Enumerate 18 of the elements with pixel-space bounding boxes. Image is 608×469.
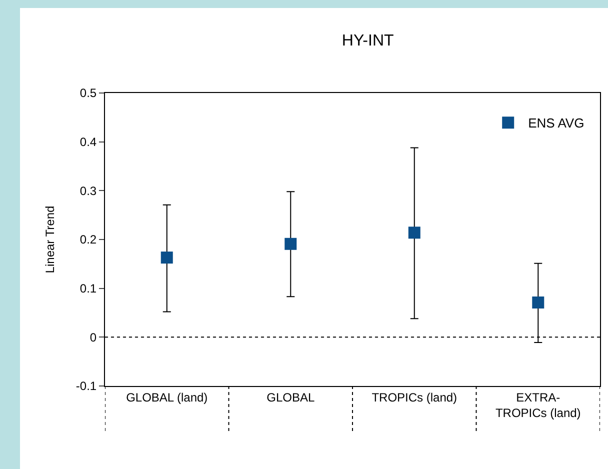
y-tick-label: 0.5 <box>80 86 97 100</box>
legend-label: ENS AVG <box>528 116 584 131</box>
y-tick-label: 0.3 <box>80 184 97 198</box>
point <box>532 296 544 308</box>
x-tick-label: TROPICs (land) <box>372 390 458 404</box>
y-tick-label: 0 <box>90 330 97 344</box>
x-tick-label: EXTRA- TROPICs (land) <box>495 390 581 420</box>
x-tick-label: GLOBAL (land) <box>126 390 208 404</box>
x-tick-label: GLOBAL <box>266 390 315 404</box>
point <box>408 226 420 239</box>
chart-title: HY-INT <box>342 32 394 50</box>
y-tick-label: -0.1 <box>76 379 97 394</box>
y-tick-label: 0.4 <box>80 135 97 150</box>
point <box>160 252 173 264</box>
point <box>284 238 297 250</box>
y-tick-label: 0.1 <box>80 282 97 296</box>
y-axis-title: Linear Trend <box>43 206 58 274</box>
y-tick-label: 0.2 <box>80 232 97 247</box>
